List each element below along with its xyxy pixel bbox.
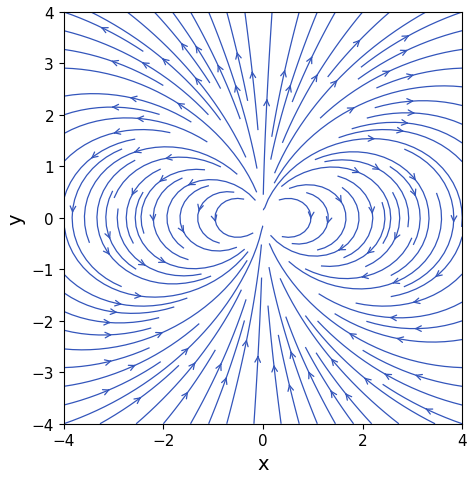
FancyArrowPatch shape xyxy=(353,168,359,173)
FancyArrowPatch shape xyxy=(354,41,359,48)
FancyArrowPatch shape xyxy=(436,271,442,277)
FancyArrowPatch shape xyxy=(138,260,145,265)
FancyArrowPatch shape xyxy=(311,76,317,83)
FancyArrowPatch shape xyxy=(426,409,433,414)
FancyArrowPatch shape xyxy=(385,374,392,380)
FancyArrowPatch shape xyxy=(137,117,144,122)
FancyArrowPatch shape xyxy=(163,60,169,66)
FancyArrowPatch shape xyxy=(218,66,223,73)
FancyArrowPatch shape xyxy=(327,217,332,224)
FancyArrowPatch shape xyxy=(391,315,397,321)
FancyArrowPatch shape xyxy=(451,216,457,222)
FancyArrowPatch shape xyxy=(113,105,118,111)
FancyArrowPatch shape xyxy=(159,258,165,263)
FancyArrowPatch shape xyxy=(128,366,135,371)
FancyArrowPatch shape xyxy=(178,104,184,109)
FancyArrowPatch shape xyxy=(369,207,374,214)
FancyArrowPatch shape xyxy=(332,360,337,366)
FancyArrowPatch shape xyxy=(309,372,314,379)
Y-axis label: y: y xyxy=(7,213,26,224)
FancyArrowPatch shape xyxy=(243,341,248,347)
FancyArrowPatch shape xyxy=(307,58,312,64)
FancyArrowPatch shape xyxy=(102,390,109,395)
FancyArrowPatch shape xyxy=(397,128,403,133)
FancyArrowPatch shape xyxy=(196,48,201,54)
FancyArrowPatch shape xyxy=(222,378,227,384)
FancyArrowPatch shape xyxy=(178,226,184,233)
FancyArrowPatch shape xyxy=(216,364,221,371)
FancyArrowPatch shape xyxy=(255,357,260,362)
FancyArrowPatch shape xyxy=(110,309,116,315)
FancyArrowPatch shape xyxy=(104,320,110,325)
FancyArrowPatch shape xyxy=(408,111,414,116)
FancyArrowPatch shape xyxy=(105,232,110,239)
FancyArrowPatch shape xyxy=(131,97,137,102)
FancyArrowPatch shape xyxy=(155,333,162,338)
FancyArrowPatch shape xyxy=(102,29,108,34)
FancyArrowPatch shape xyxy=(339,245,346,251)
FancyArrowPatch shape xyxy=(373,165,379,170)
FancyArrowPatch shape xyxy=(112,61,118,67)
FancyArrowPatch shape xyxy=(410,174,415,180)
FancyArrowPatch shape xyxy=(410,190,416,196)
FancyArrowPatch shape xyxy=(182,393,188,399)
FancyArrowPatch shape xyxy=(347,108,354,114)
FancyArrowPatch shape xyxy=(395,233,400,240)
FancyArrowPatch shape xyxy=(114,130,121,135)
FancyArrowPatch shape xyxy=(182,349,188,355)
FancyArrowPatch shape xyxy=(336,196,341,203)
FancyArrowPatch shape xyxy=(105,333,111,338)
FancyArrowPatch shape xyxy=(331,391,337,398)
FancyArrowPatch shape xyxy=(362,274,368,279)
FancyArrowPatch shape xyxy=(416,375,422,380)
FancyArrowPatch shape xyxy=(235,87,240,93)
FancyArrowPatch shape xyxy=(383,72,389,77)
FancyArrowPatch shape xyxy=(115,301,121,306)
FancyArrowPatch shape xyxy=(350,334,356,339)
FancyArrowPatch shape xyxy=(135,293,141,299)
FancyArrowPatch shape xyxy=(189,363,195,370)
FancyArrowPatch shape xyxy=(250,73,255,79)
FancyArrowPatch shape xyxy=(402,37,408,42)
FancyArrowPatch shape xyxy=(416,326,421,332)
FancyArrowPatch shape xyxy=(331,82,337,88)
FancyArrowPatch shape xyxy=(135,148,141,154)
FancyArrowPatch shape xyxy=(166,156,172,161)
FancyArrowPatch shape xyxy=(288,385,293,392)
FancyArrowPatch shape xyxy=(264,101,269,107)
FancyArrowPatch shape xyxy=(401,120,408,126)
FancyArrowPatch shape xyxy=(143,64,149,69)
FancyArrowPatch shape xyxy=(150,215,155,221)
FancyArrowPatch shape xyxy=(272,366,277,372)
FancyArrowPatch shape xyxy=(281,72,286,78)
FancyArrowPatch shape xyxy=(189,180,195,185)
FancyArrowPatch shape xyxy=(309,213,314,219)
FancyArrowPatch shape xyxy=(211,216,217,221)
FancyArrowPatch shape xyxy=(198,205,203,212)
FancyArrowPatch shape xyxy=(134,398,140,404)
FancyArrowPatch shape xyxy=(368,136,374,142)
FancyArrowPatch shape xyxy=(368,248,374,253)
FancyArrowPatch shape xyxy=(397,337,403,343)
FancyArrowPatch shape xyxy=(286,87,291,93)
FancyArrowPatch shape xyxy=(104,360,111,365)
FancyArrowPatch shape xyxy=(414,299,420,304)
FancyArrowPatch shape xyxy=(407,99,413,105)
X-axis label: x: x xyxy=(257,454,269,473)
FancyArrowPatch shape xyxy=(92,153,98,158)
FancyArrowPatch shape xyxy=(196,79,201,85)
FancyArrowPatch shape xyxy=(393,279,400,284)
FancyArrowPatch shape xyxy=(365,379,371,384)
FancyArrowPatch shape xyxy=(290,352,295,359)
FancyArrowPatch shape xyxy=(346,394,352,400)
FancyArrowPatch shape xyxy=(103,248,109,254)
FancyArrowPatch shape xyxy=(236,54,241,60)
FancyArrowPatch shape xyxy=(132,189,137,195)
FancyArrowPatch shape xyxy=(160,176,166,182)
FancyArrowPatch shape xyxy=(70,206,76,212)
FancyArrowPatch shape xyxy=(182,45,187,51)
FancyArrowPatch shape xyxy=(401,51,407,56)
FancyArrowPatch shape xyxy=(407,75,413,80)
